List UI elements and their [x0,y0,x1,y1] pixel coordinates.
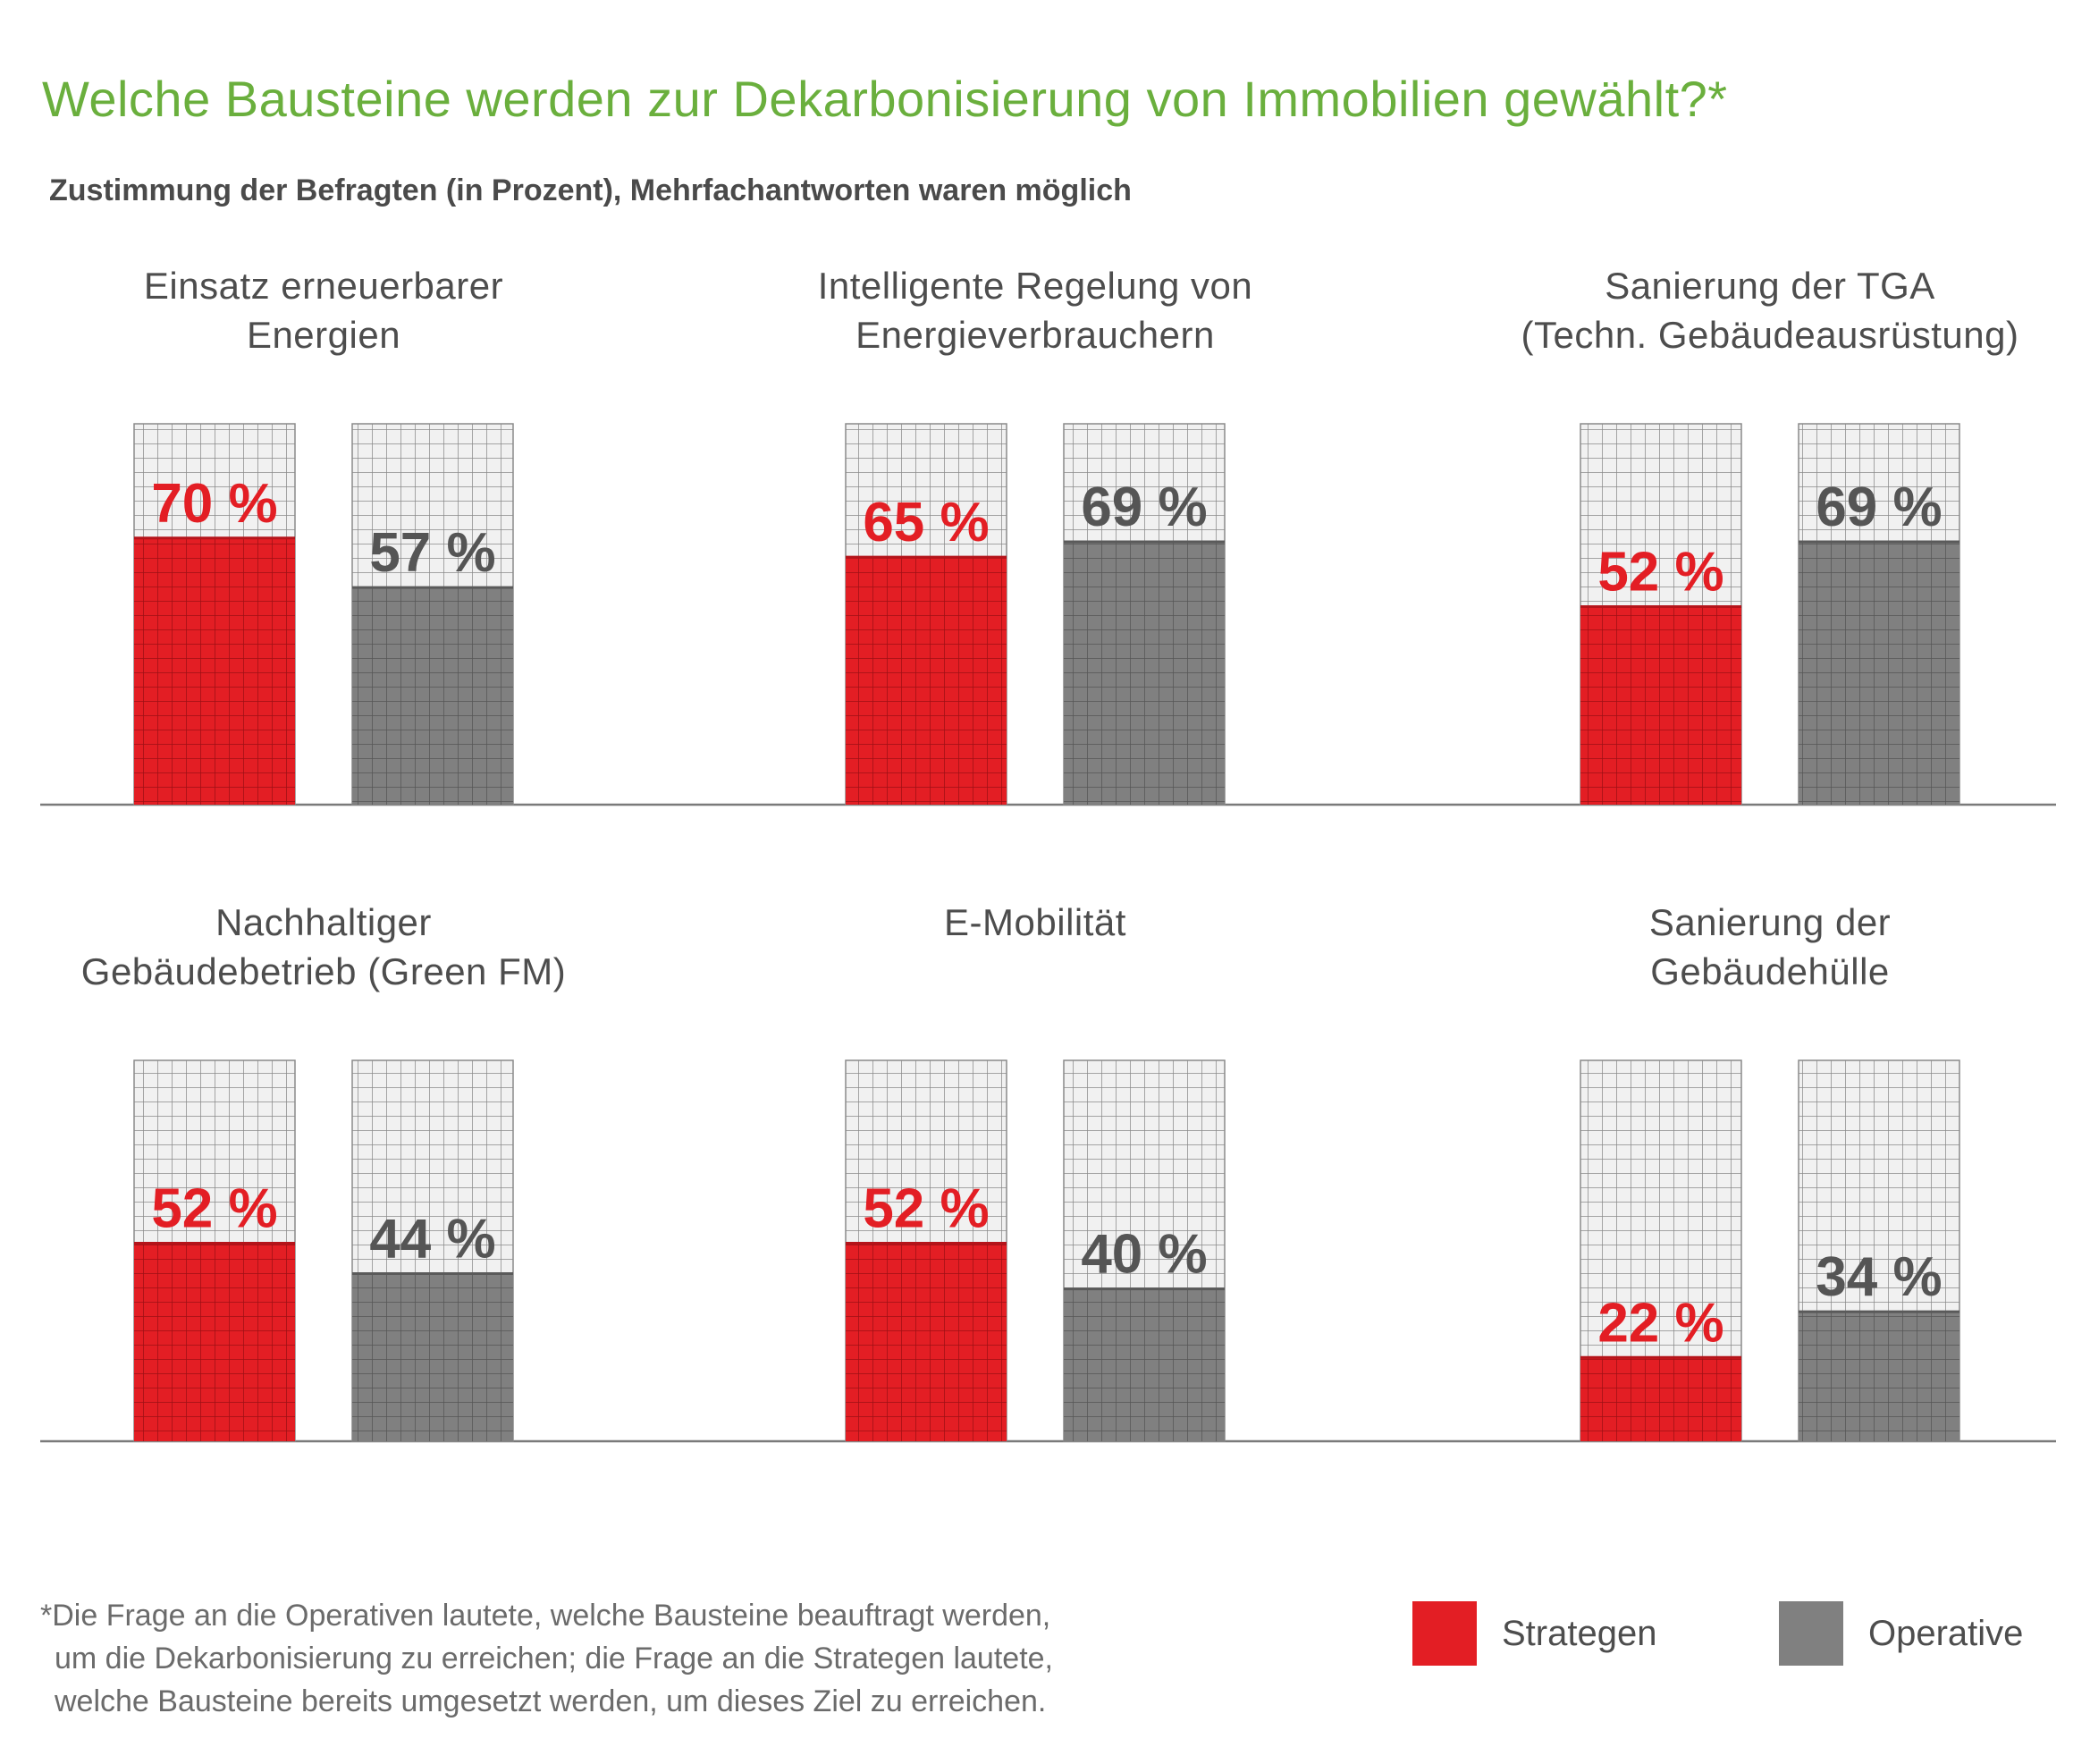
value-label-strategen: 70 % [151,473,277,535]
value-label-operative: 69 % [1081,477,1207,538]
chart-subtitle: Zustimmung der Befragten (in Prozent), M… [49,173,1132,207]
category-label: Intelligente Regelung von [818,265,1253,307]
category-label: Energien [247,314,400,356]
bar-operative [1799,542,1959,805]
bar-strategen [846,557,1007,805]
value-label-strategen: 52 % [863,1177,989,1239]
value-label-operative: 40 % [1081,1224,1207,1286]
category-label: Nachhaltiger [215,901,432,943]
legend-item-strategen: Strategen [1412,1601,1656,1666]
value-label-operative: 44 % [369,1209,495,1270]
bar-strategen [134,537,295,805]
legend-swatch-operative [1779,1601,1843,1666]
value-label-operative: 69 % [1816,477,1942,538]
category-label: Gebäudebetrieb (Green FM) [81,950,566,992]
legend-swatch-strategen [1412,1601,1477,1666]
value-label-strategen: 22 % [1597,1292,1723,1354]
value-label-strategen: 52 % [1597,541,1723,603]
footnote-line: welche Bausteine bereits umgesetzt werde… [55,1684,1047,1718]
footnote: *Die Frage an die Operativen lautete, we… [40,1594,1053,1723]
bar-strategen [134,1243,295,1441]
category-label: Einsatz erneuerbarer [144,265,503,307]
category-label: Gebäudehülle [1650,950,1890,992]
bar-strategen [1580,606,1741,805]
legend-label-operative: Operative [1868,1613,2024,1653]
bar-operative [1799,1312,1959,1441]
bar-operative [352,1273,513,1441]
category-label: E-Mobilität [944,901,1126,943]
category-label: Sanierung der [1649,901,1891,943]
value-label-strategen: 65 % [863,492,989,553]
value-label-operative: 57 % [369,522,495,584]
bar-operative [1064,542,1225,805]
value-label-operative: 34 % [1816,1246,1942,1308]
footnote-line: um die Dekarbonisierung zu erreichen; di… [55,1642,1054,1675]
legend-label-strategen: Strategen [1502,1613,1657,1653]
category-label: Sanierung der TGA [1605,265,1935,307]
value-label-strategen: 52 % [151,1177,277,1239]
bar-strategen [846,1243,1007,1441]
bar-operative [1064,1288,1225,1441]
legend-item-operative: Operative [1779,1601,2023,1666]
category-label: Energieverbrauchern [855,314,1215,356]
footnote-line: *Die Frage an die Operativen lautete, we… [40,1599,1051,1633]
chart-title: Welche Bausteine werden zur Dekarbonisie… [42,71,1728,127]
category-label: (Techn. Gebäudeausrüstung) [1521,314,2018,356]
bar-operative [352,587,513,805]
bar-strategen [1580,1357,1741,1441]
